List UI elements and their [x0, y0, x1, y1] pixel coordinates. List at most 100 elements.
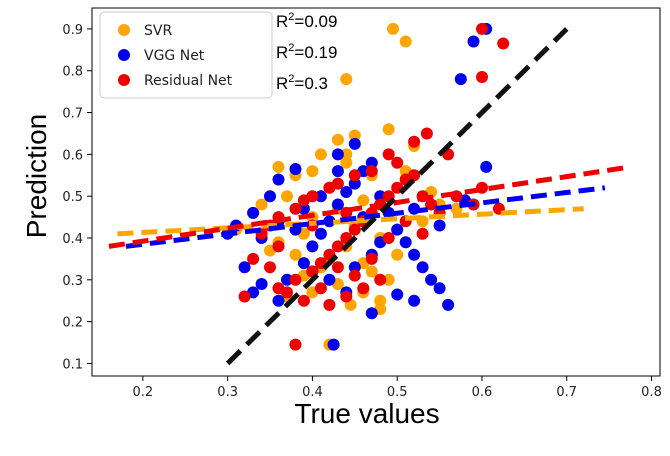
x-tick-label: 0.6 [472, 385, 493, 400]
point-residual-net-12 [297, 194, 310, 207]
point-vgg-net-48 [433, 219, 446, 232]
point-vgg-net-22 [340, 186, 353, 198]
point-residual-net-57 [416, 227, 429, 240]
point-vgg-net-13 [255, 278, 268, 290]
point-vgg-net-28 [391, 223, 404, 236]
point-residual-net-4 [408, 135, 421, 148]
legend-label-residual-net: Residual Net [144, 73, 233, 89]
point-residual-net-3 [420, 127, 433, 140]
point-vgg-net-6 [289, 163, 302, 175]
point-vgg-net-12 [238, 261, 251, 274]
legend-marker-vgg-net [118, 49, 130, 61]
legend-marker-residual-net [118, 74, 130, 86]
point-residual-net-58 [272, 240, 285, 253]
point-vgg-net-2 [454, 73, 467, 86]
x-tick-label: 0.5 [387, 385, 408, 400]
point-svr-12 [255, 198, 268, 211]
point-residual-net-26 [348, 223, 361, 236]
x-tick-label: 0.8 [641, 385, 662, 400]
point-vgg-net-36 [408, 294, 421, 307]
point-vgg-net-31 [416, 261, 429, 274]
point-vgg-net-15 [272, 294, 285, 307]
point-residual-net-51 [331, 261, 344, 274]
axis-ticks: 0.2 0.3 0.4 0.5 0.6 0.7 0.8 0.1 0.2 0.3 0.4 0.5 0.6 0… [62, 23, 662, 400]
point-svr-13 [281, 190, 293, 203]
point-residual-net-1 [497, 37, 510, 50]
point-residual-net-59 [264, 261, 276, 274]
point-residual-net-49 [365, 252, 378, 265]
point-residual-net-52 [314, 282, 327, 295]
point-vgg-net-7 [272, 173, 285, 186]
point-residual-net-18 [238, 290, 251, 303]
point-svr-4 [331, 133, 344, 146]
point-svr-0 [387, 22, 399, 35]
point-svr-37 [289, 248, 302, 261]
point-svr-19 [357, 194, 370, 207]
point-vgg-net-30 [408, 248, 421, 261]
point-svr-3 [348, 129, 361, 142]
point-vgg-net-34 [442, 298, 455, 311]
point-vgg-net-51 [314, 190, 327, 203]
point-residual-net-46 [297, 294, 310, 307]
point-residual-net-6 [391, 156, 404, 169]
point-vgg-net-37 [365, 307, 378, 320]
point-svr-6 [314, 148, 327, 161]
point-svr-2 [340, 73, 353, 86]
legend-box [99, 11, 273, 99]
point-svr-7 [340, 148, 353, 161]
y-tick-label: 0.5 [62, 190, 83, 205]
point-residual-net-8 [348, 169, 361, 182]
point-residual-net-42 [374, 273, 387, 286]
point-svr-49 [391, 248, 404, 261]
point-svr-28 [374, 294, 387, 307]
point-svr-5 [382, 123, 395, 136]
fit-line-svr [117, 206, 584, 237]
point-vgg-net-26 [374, 190, 387, 203]
plot-frame [91, 7, 661, 377]
point-residual-net-20 [289, 273, 302, 286]
point-vgg-net-16 [281, 273, 293, 286]
point-residual-net-50 [348, 269, 361, 282]
r2-annotation-vgg-net: R2=0.19 [276, 42, 337, 62]
y-axis-title: Prediction [21, 114, 52, 239]
point-residual-net-45 [323, 298, 336, 311]
plot-area [108, 22, 631, 366]
point-residual-net-0 [476, 22, 488, 35]
point-residual-net-13 [289, 202, 302, 215]
r2-annotation-residual-net: R2=0.3 [276, 73, 328, 93]
point-vgg-net-23 [348, 177, 361, 190]
point-residual-net-10 [323, 181, 336, 194]
point-residual-net-7 [365, 165, 378, 178]
y-tick-label: 0.8 [62, 65, 83, 80]
point-svr-43 [340, 156, 353, 169]
y-tick-label: 0.9 [62, 23, 83, 38]
point-vgg-net-19 [314, 227, 327, 240]
point-residual-net-47 [281, 286, 293, 299]
point-residual-net-2 [476, 71, 488, 83]
fit-line-vgg-net [125, 185, 606, 249]
point-vgg-net-33 [433, 282, 446, 295]
point-vgg-net-5 [331, 148, 344, 161]
legend-label-vgg-net: VGG Net [144, 48, 205, 64]
x-tick-label: 0.2 [133, 385, 154, 400]
point-vgg-net-29 [399, 236, 412, 249]
point-vgg-net-3 [480, 160, 493, 173]
y-tick-label: 0.4 [62, 232, 83, 247]
point-residual-net-55 [382, 232, 395, 244]
point-residual-net-24 [331, 240, 344, 253]
y-tick-label: 0.6 [62, 148, 83, 163]
point-vgg-net-4 [348, 137, 361, 150]
point-residual-net-48 [289, 338, 302, 351]
point-vgg-net-35 [391, 288, 404, 301]
y-tick-label: 0.1 [62, 357, 83, 372]
point-vgg-net-32 [425, 273, 438, 286]
point-vgg-net-9 [247, 206, 260, 219]
y-tick-label: 0.2 [62, 316, 83, 331]
legend: SVR VGG Net Residual Net [99, 11, 273, 99]
point-vgg-net-54 [297, 202, 310, 215]
point-svr-41 [382, 273, 395, 286]
y-tick-label: 0.3 [62, 274, 83, 289]
point-svr-8 [272, 160, 285, 173]
legend-label-svr: SVR [144, 23, 172, 39]
